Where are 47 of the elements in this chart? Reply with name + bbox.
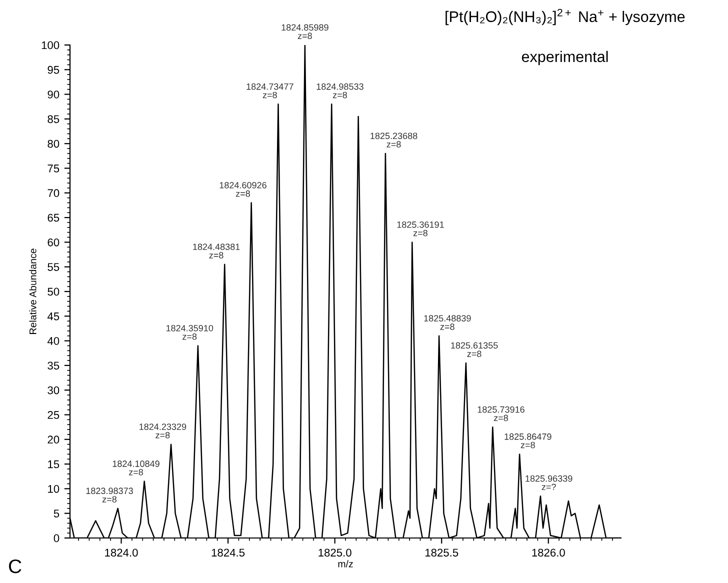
y-tick-label: 80 [48,140,60,148]
x-axis-title: m/z [338,560,353,568]
y-tick-label: 45 [47,312,60,320]
y-tick-label: 10 [48,484,60,493]
y-tick-label: 35 [48,362,60,370]
annotation: 1825.86479 z=8 [504,433,552,448]
annotation: 1825.23688 z=8 [370,132,418,148]
y-tick-label: 55 [48,263,60,271]
text: C [8,559,22,574]
annotation: 1825.48839 z=8 [424,315,471,330]
y-tick-label: 100 [42,41,60,50]
chart-subtitle: experimental [522,50,608,66]
y-tick-label: 40 [47,337,60,345]
y-tick-label: 60 [48,238,60,246]
x-tick-label: 1824.0 [105,548,138,557]
annotation: 1824.48381 z=8 [193,244,240,258]
y-tick-label: 70 [48,189,60,198]
annotation: 1824.35910 z=8 [166,324,214,340]
y-axis-title: Relative Abundance [29,248,36,334]
y-tick-label: 0 [54,534,60,542]
y-tick-label: 15 [48,460,60,468]
y-tick-label: 85 [48,115,60,124]
y-tick-label: 50 [48,288,60,296]
y-tick-label: 95 [48,66,60,74]
annotation: 1825.61355 z=8 [451,342,498,358]
x-tick-label: 1825.5 [425,548,458,557]
y-tick-label: 20 [48,436,60,444]
y-tick-label: 65 [48,214,60,222]
annotation: 1824.60926 z=8 [220,182,266,197]
annotation: 1825.73916 z=8 [478,406,524,422]
y-tick-label: 5 [54,510,60,518]
annotation: 1824.73477 z=8 [246,83,294,98]
annotation: 1824.23329 z=8 [140,424,186,438]
annotation: 1824.98533 z=8 [316,83,364,98]
annotation: 1825.96339 z=? [526,475,572,490]
x-tick-label: 1824.5 [212,548,245,557]
y-tick-label: 75 [48,164,60,172]
annotation: 1823.98373 z=8 [86,488,133,502]
chart-title: [Pt(H₂O)₂(NH₃)₂]$^{2+}$ Na$^{+}$ + lysozyme [446,8,685,26]
annotation: 1825.36191 z=8 [397,221,444,236]
y-tick-label: 90 [48,90,60,98]
y-tick-label: 30 [48,386,60,394]
x-tick-label: 1826.0 [532,548,565,557]
y-tick-label: 25 [48,411,60,419]
annotation: 1824.10849 z=8 [112,460,160,476]
annotation: 1824.85989 z=8 [282,24,328,40]
x-tick-label: 1825.0 [318,548,352,557]
